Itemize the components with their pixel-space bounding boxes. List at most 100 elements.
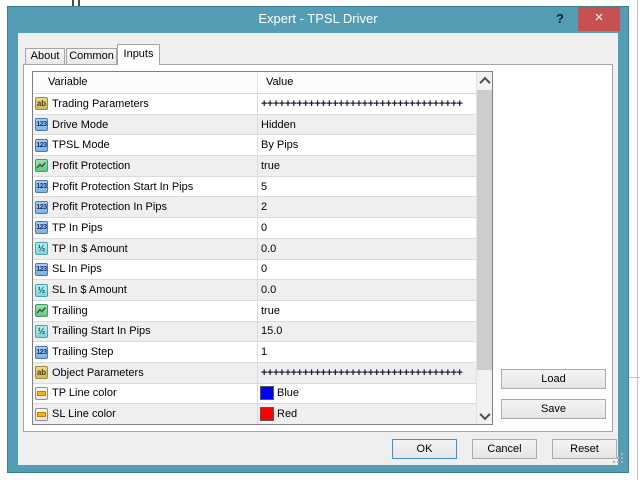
reset-button[interactable]: Reset xyxy=(552,439,617,459)
double-type-icon: ½ xyxy=(35,283,48,297)
value-cell[interactable]: 0.0 xyxy=(258,239,476,259)
value-text: 2 xyxy=(261,201,268,214)
table-row[interactable]: 123 SL In Pips 0 xyxy=(33,259,476,281)
table-header: Variable Value xyxy=(33,72,476,94)
variable-label: Profit Protection xyxy=(52,159,131,172)
value-cell[interactable]: 0.0 xyxy=(258,280,476,300)
value-text: 0 xyxy=(261,263,268,276)
scrollbar-thumb[interactable] xyxy=(477,90,492,370)
vertical-scrollbar[interactable] xyxy=(476,72,492,424)
close-icon: × xyxy=(594,9,604,26)
parameters-table: Variable Value ab Trading Parameters +++++… xyxy=(32,71,493,425)
table-row[interactable]: ½ SL In $ Amount 0.0 xyxy=(33,280,476,301)
tab-about[interactable]: About xyxy=(25,48,65,64)
table-row[interactable]: ½ TP In $ Amount 0.0 xyxy=(33,238,476,260)
variable-cell: Trailing xyxy=(33,300,258,321)
color-type-icon xyxy=(35,386,48,400)
variable-label: Profit Protection In Pips xyxy=(52,201,167,214)
value-cell[interactable]: ++++++++++++++++++++++++++++++++++ xyxy=(258,363,476,383)
chevron-up-icon xyxy=(478,76,491,88)
table-row[interactable]: 123 TP In Pips 0 xyxy=(33,218,476,239)
string-type-icon: ab xyxy=(35,97,48,111)
background-window-tick xyxy=(78,0,80,7)
table-row[interactable]: ab Trading Parameters ++++++++++++++++++++… xyxy=(33,94,476,115)
variable-label: Trading Parameters xyxy=(52,97,149,110)
column-header-value[interactable]: Value xyxy=(266,76,294,88)
variable-label: SL In $ Amount xyxy=(52,284,127,297)
variable-cell: ½ TP In $ Amount xyxy=(33,238,258,259)
value-cell[interactable]: true xyxy=(258,156,476,176)
variable-cell: TP Line color xyxy=(33,383,258,404)
load-button[interactable]: Load xyxy=(501,369,606,389)
value-text: Hidden xyxy=(261,118,296,131)
expert-settings-dialog: Expert - TPSL Driver ? × About Common In… xyxy=(8,7,628,472)
value-cell[interactable]: Red xyxy=(258,404,476,424)
table-row[interactable]: 123 Profit Protection Start In Pips 5 xyxy=(33,176,476,198)
tab-inputs[interactable]: Inputs xyxy=(117,44,160,65)
variable-cell: 123 SL In Pips xyxy=(33,259,258,280)
variable-label: Trailing Start In Pips xyxy=(52,325,151,338)
table-row[interactable]: Trailing true xyxy=(33,300,476,322)
value-cell[interactable]: 15.0 xyxy=(258,322,476,342)
variable-label: TP In $ Amount xyxy=(52,242,128,255)
value-cell[interactable]: true xyxy=(258,301,476,321)
column-header-variable[interactable]: Variable xyxy=(33,72,258,93)
value-cell[interactable]: 5 xyxy=(258,177,476,197)
value-cell[interactable]: 0 xyxy=(258,218,476,238)
variable-cell: 123 Profit Protection Start In Pips xyxy=(33,176,258,197)
save-button[interactable]: Save xyxy=(501,399,606,419)
double-type-icon: ½ xyxy=(35,242,48,256)
variable-cell: ab Trading Parameters xyxy=(33,94,258,114)
value-cell[interactable]: ++++++++++++++++++++++++++++++++++ xyxy=(258,94,476,114)
variable-label: Drive Mode xyxy=(52,118,109,131)
close-button[interactable]: × xyxy=(578,7,620,31)
background-window-tick xyxy=(72,0,74,7)
value-cell[interactable]: Blue xyxy=(258,384,476,404)
color-type-icon xyxy=(35,407,48,421)
titlebar[interactable]: Expert - TPSL Driver ? × xyxy=(8,7,628,33)
bool-type-icon xyxy=(35,304,48,318)
color-swatch xyxy=(261,408,273,421)
value-text: 5 xyxy=(261,180,268,193)
value-text: 0.0 xyxy=(261,242,277,255)
variable-cell: Profit Protection xyxy=(33,156,258,176)
variable-cell: ½ Trailing Start In Pips xyxy=(33,321,258,342)
variable-label: Profit Protection Start In Pips xyxy=(52,180,194,193)
dialog-client-area: About Common Inputs Variable Value ab Tra… xyxy=(18,33,623,465)
table-row[interactable]: 123 Profit Protection In Pips 2 xyxy=(33,197,476,219)
value-cell[interactable]: 1 xyxy=(258,342,476,362)
table-row[interactable]: SL Line color Red xyxy=(33,404,476,424)
value-text: ++++++++++++++++++++++++++++++++++ xyxy=(261,97,463,110)
variable-label: TP Line color xyxy=(52,387,117,400)
table-row[interactable]: 123 Drive Mode Hidden xyxy=(33,114,476,136)
tab-common[interactable]: Common xyxy=(66,48,117,64)
table-row[interactable]: ab Object Parameters +++++++++++++++++++++… xyxy=(33,362,476,384)
value-cell[interactable]: Hidden xyxy=(258,115,476,135)
resize-grip[interactable] xyxy=(613,453,623,463)
table-row[interactable]: 123 TPSL Mode By Pips xyxy=(33,135,476,157)
value-text: 0.0 xyxy=(261,284,277,297)
table-row[interactable]: ½ Trailing Start In Pips 15.0 xyxy=(33,321,476,343)
scroll-up-button[interactable] xyxy=(477,72,492,89)
integer-type-icon: 123 xyxy=(35,262,48,276)
variable-label: Object Parameters xyxy=(52,366,144,379)
value-cell[interactable]: 0 xyxy=(258,260,476,280)
table-row[interactable]: TP Line color Blue xyxy=(33,383,476,405)
table-row[interactable]: 123 Trailing Step 1 xyxy=(33,342,476,363)
cancel-button[interactable]: Cancel xyxy=(472,439,537,459)
ok-button[interactable]: OK xyxy=(392,439,457,459)
variable-label: Trailing Step xyxy=(52,346,114,359)
scroll-down-button[interactable] xyxy=(477,407,492,424)
table-body: ab Trading Parameters ++++++++++++++++++++… xyxy=(33,94,476,424)
help-button[interactable]: ? xyxy=(556,11,564,26)
value-text: true xyxy=(261,159,280,172)
bool-type-icon xyxy=(35,159,48,173)
value-text: By Pips xyxy=(261,139,299,152)
variable-label: SL In Pips xyxy=(52,263,102,276)
table-row[interactable]: Profit Protection true xyxy=(33,156,476,177)
inputs-tab-page: Variable Value ab Trading Parameters +++++… xyxy=(23,64,613,432)
value-cell[interactable]: 2 xyxy=(258,197,476,217)
value-cell[interactable]: By Pips xyxy=(258,135,476,155)
background-window-edge xyxy=(637,0,638,480)
